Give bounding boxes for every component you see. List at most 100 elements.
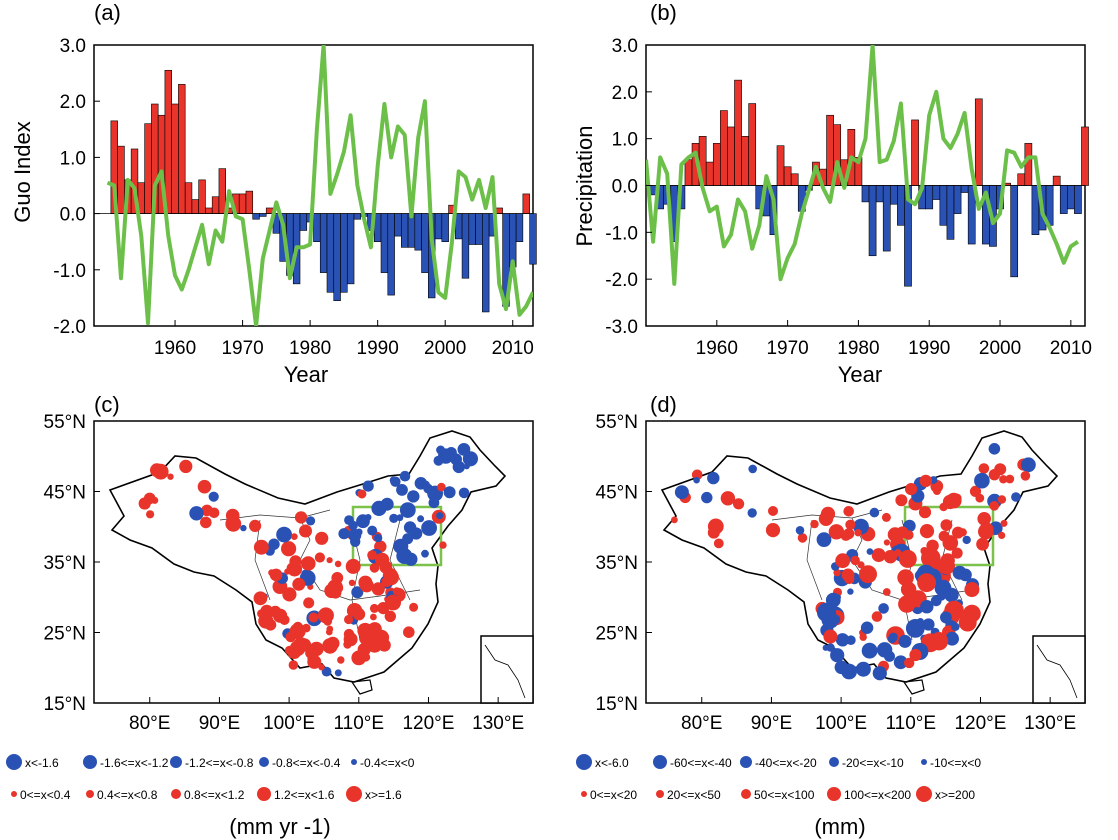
map-ytick-label-d: 45°N [596, 483, 638, 504]
station-marker [747, 508, 757, 518]
bar-a-1962 [184, 182, 193, 214]
panel-b-xlabel: Year [838, 362, 882, 387]
bar-a-1984 [333, 213, 341, 302]
station-marker [276, 526, 292, 543]
station-marker [952, 565, 967, 580]
xtick-label-b: 2010 [1050, 338, 1092, 359]
station-marker [929, 632, 949, 651]
bar-a-1966 [211, 196, 220, 214]
bar-a-1956 [144, 123, 152, 214]
station-marker [939, 502, 948, 512]
bar-a-2003 [461, 213, 470, 279]
bar-a-1965 [205, 207, 213, 214]
station-marker [351, 650, 367, 666]
legend-pos-label: x>=200 [935, 788, 975, 802]
station-marker [826, 643, 835, 652]
station-marker [371, 582, 385, 596]
station-marker [946, 492, 962, 509]
station-marker [355, 528, 363, 536]
station-marker [997, 495, 1007, 504]
station-marker [887, 634, 897, 644]
legend-pos-label: 100<=x<200 [844, 788, 911, 802]
legend-neg-marker [653, 755, 667, 769]
station-marker [437, 482, 446, 492]
station-marker [385, 594, 401, 611]
station-marker [878, 603, 889, 614]
station-marker [693, 476, 700, 484]
legend-neg-label: -1.2<=x<-0.8 [185, 756, 254, 770]
legend-pos-label: 1.2<=x<1.6 [274, 788, 335, 802]
bar-b-1962 [727, 126, 735, 186]
station-marker [370, 613, 377, 621]
map-ytick-label-d: 15°N [596, 694, 638, 715]
map-ytick-label-c: 15°N [44, 694, 86, 715]
legend-d: x<-6.0 -60<=x<-40 -40<=x<-20 -20<=x<-10 -10<… [576, 754, 981, 802]
bar-b-1995 [960, 185, 969, 193]
bar-a-2006 [482, 213, 490, 313]
legend-pos-label: 0.4<=x<0.8 [97, 788, 158, 802]
bar-a-1994 [400, 213, 409, 248]
bar-b-1982 [868, 185, 877, 257]
bar-a-1992 [387, 213, 395, 296]
station-marker [938, 530, 950, 542]
station-marker [897, 569, 914, 586]
station-marker [292, 621, 303, 632]
station-marker [421, 520, 437, 536]
station-marker [273, 608, 288, 623]
station-marker [240, 524, 247, 532]
station-marker [268, 538, 280, 550]
legend-neg-marker [6, 754, 22, 770]
legend-pos-label: 0<=x<0.4 [20, 788, 71, 802]
station-marker [306, 516, 316, 526]
station-marker [974, 472, 990, 489]
station-marker [887, 527, 903, 542]
bar-b-2009 [1059, 185, 1068, 214]
panel-a: (a) Guo Index Year -2.0 -1.0 0.0 1.0 2.0 3.0 1… [10, 0, 537, 387]
station-marker [975, 493, 985, 503]
legend-neg-marker [170, 756, 182, 768]
station-marker [882, 588, 891, 596]
legend-pos-marker [346, 786, 362, 802]
bar-a-2012 [522, 193, 530, 214]
station-marker [150, 463, 164, 478]
legend-neg-marker [740, 756, 752, 768]
station-marker [348, 579, 356, 586]
station-marker [384, 610, 396, 622]
panel-b-label: (b) [650, 0, 677, 25]
station-marker [197, 479, 212, 494]
panel-a-label: (a) [94, 0, 121, 25]
bar-a-1964 [198, 179, 206, 214]
station-marker [334, 669, 342, 677]
station-marker [285, 631, 296, 643]
station-marker [966, 582, 980, 595]
bar-b-1960 [712, 143, 721, 186]
station-marker [843, 506, 854, 517]
station-marker [898, 595, 916, 613]
station-marker [367, 550, 377, 560]
map-ytick-label-c: 55°N [44, 412, 86, 433]
station-marker [281, 541, 297, 557]
station-marker [201, 504, 213, 517]
legend-pos-marker [86, 790, 94, 798]
station-marker [293, 637, 309, 653]
station-marker [816, 532, 832, 547]
station-marker [962, 535, 971, 545]
ytick-label-a: 0.0 [60, 205, 86, 226]
bar-b-1992 [939, 185, 948, 226]
hainan-c [350, 679, 373, 695]
bar-a-1952 [117, 145, 125, 214]
station-marker [713, 538, 724, 549]
panel-d-label: (d) [650, 392, 677, 417]
station-marker [979, 522, 994, 537]
xtick-label-b: 1990 [908, 338, 950, 359]
bar-a-1959 [164, 69, 172, 214]
station-marker [371, 500, 387, 516]
station-marker [344, 614, 354, 625]
station-marker [920, 600, 934, 614]
station-marker [871, 611, 883, 622]
legend-pos-marker [257, 787, 271, 801]
province-lines-c [219, 509, 421, 641]
bar-b-1993 [946, 185, 955, 240]
bar-b-1983 [875, 185, 884, 203]
